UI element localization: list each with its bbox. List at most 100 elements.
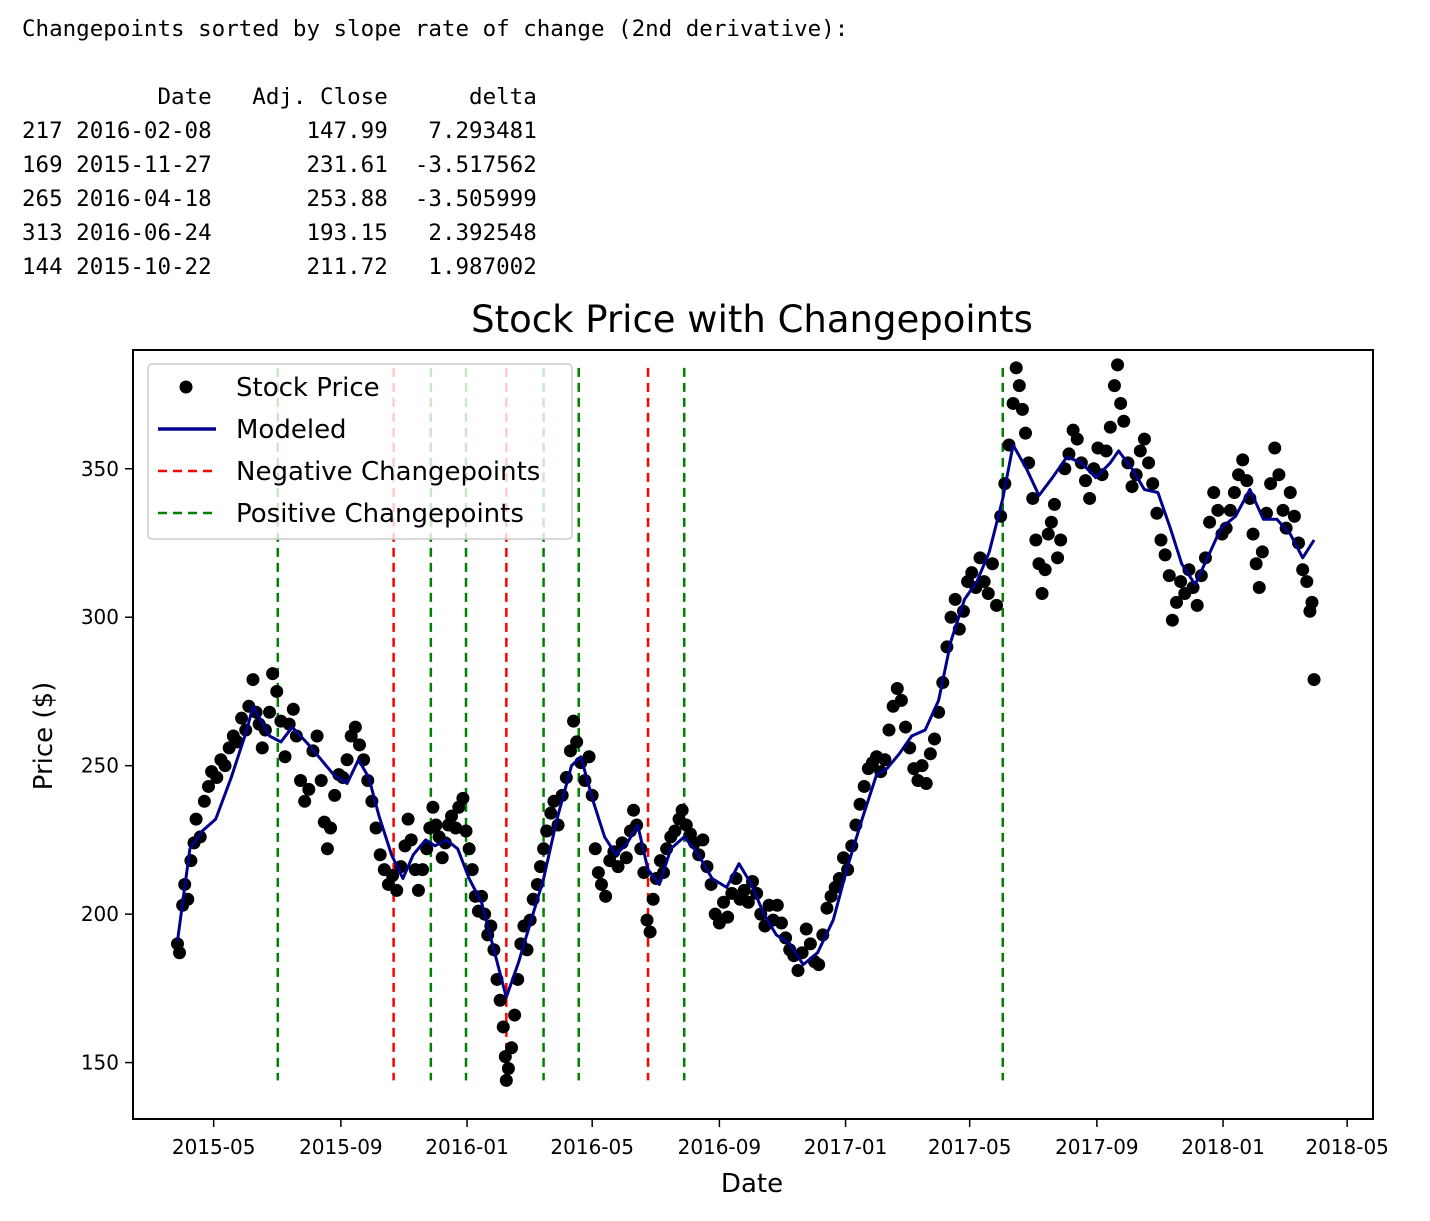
stock-price-points bbox=[170, 358, 1321, 1087]
table-column-header: Date bbox=[62, 84, 212, 110]
stock-price-point bbox=[890, 681, 904, 695]
table-cell: 265 bbox=[22, 186, 63, 212]
table-rows: 217 2016-02-08 147.99 7.293481 169 2015-1… bbox=[22, 114, 848, 284]
stock-price-point bbox=[1211, 503, 1225, 517]
stock-price-point bbox=[1026, 491, 1040, 505]
table-cell: 147.99 bbox=[211, 118, 388, 144]
x-axis: 2015-05 2015-09 2016-01 2016-05 2016-09 2017-… bbox=[172, 1119, 1389, 1159]
stock-price-point bbox=[1029, 533, 1043, 547]
table-row: 169 2015-11-27 231.61 -3.517562 bbox=[22, 148, 848, 182]
stock-price-point bbox=[270, 684, 284, 698]
stock-price-point bbox=[737, 883, 751, 897]
stock-price-point bbox=[779, 931, 793, 945]
stock-price-point bbox=[302, 782, 316, 796]
stock-price-point bbox=[799, 922, 813, 936]
stock-price-point bbox=[1174, 575, 1188, 589]
stock-price-point bbox=[255, 741, 269, 755]
stock-price-point bbox=[1019, 426, 1033, 440]
stock-price-point bbox=[1054, 533, 1068, 547]
y-tick-label: 150 bbox=[81, 1051, 119, 1075]
stock-price-point bbox=[899, 720, 913, 734]
table-cell: 253.88 bbox=[211, 186, 388, 212]
blank-line bbox=[22, 46, 848, 80]
legend-box bbox=[147, 363, 573, 540]
stock-price-point bbox=[944, 610, 958, 624]
stock-price-point bbox=[210, 771, 224, 785]
output-heading: Changepoints sorted by slope rate of cha… bbox=[22, 16, 849, 42]
stock-price-point bbox=[1146, 477, 1160, 491]
stock-price-point bbox=[1255, 545, 1269, 559]
stock-price-point bbox=[948, 592, 962, 606]
stock-price-point bbox=[591, 866, 605, 880]
stock-price-point bbox=[894, 693, 908, 707]
stock-price-point bbox=[386, 869, 400, 883]
stock-price-point bbox=[594, 877, 608, 891]
stock-price-point bbox=[266, 667, 280, 681]
stock-price-point bbox=[1227, 486, 1241, 500]
table-cell: 7.293481 bbox=[387, 118, 537, 144]
table-column-header: delta bbox=[387, 84, 537, 110]
stock-price-point bbox=[429, 818, 443, 832]
x-axis-label: Date bbox=[721, 1169, 783, 1199]
stock-price-point bbox=[1287, 509, 1301, 523]
changepoint-chart: Stock Price with Changepoints 2015-05 201… bbox=[29, 298, 1389, 1199]
stock-price-point bbox=[965, 566, 979, 580]
table-header: Date Adj. Close delta bbox=[22, 80, 848, 114]
stock-price-point bbox=[435, 851, 449, 865]
x-tick-label: 2015-09 bbox=[299, 1135, 383, 1159]
stock-price-point bbox=[445, 809, 459, 823]
legend: Stock Price Modeled Negative Changepoints P… bbox=[147, 363, 573, 540]
stock-price-point bbox=[741, 895, 755, 909]
stock-price-point bbox=[310, 729, 324, 743]
stock-price-point bbox=[567, 714, 581, 728]
stock-price-point bbox=[235, 711, 249, 725]
x-tick-label: 2016-01 bbox=[425, 1135, 509, 1159]
stock-price-point bbox=[1051, 551, 1065, 565]
stock-price-point bbox=[570, 735, 584, 749]
table-cell: 1.987002 bbox=[387, 254, 537, 280]
table-row: 265 2016-04-18 253.88 -3.505999 bbox=[22, 182, 848, 216]
stock-price-point bbox=[336, 771, 350, 785]
y-tick-label: 250 bbox=[81, 754, 119, 778]
stock-price-point bbox=[537, 842, 551, 856]
stock-price-point bbox=[298, 794, 312, 808]
y-axis-label: Price ($) bbox=[29, 682, 59, 791]
stock-price-point bbox=[499, 1073, 513, 1087]
stock-price-point bbox=[836, 851, 850, 865]
stock-price-point bbox=[1142, 456, 1156, 470]
table-row: 313 2016-06-24 193.15 2.392548 bbox=[22, 216, 848, 250]
stock-price-point bbox=[721, 910, 735, 924]
stock-price-point bbox=[1252, 581, 1266, 595]
stock-price-point bbox=[973, 551, 987, 565]
stock-price-point bbox=[404, 833, 418, 847]
stock-price-point bbox=[320, 842, 334, 856]
stock-price-point bbox=[1240, 474, 1254, 488]
stock-price-point bbox=[717, 895, 731, 909]
stock-price-point bbox=[653, 854, 667, 868]
cell-output: Changepoints sorted by slope rate of cha… bbox=[22, 12, 848, 284]
stock-price-point bbox=[1170, 595, 1184, 609]
stock-price-point bbox=[246, 673, 260, 687]
stock-price-point bbox=[340, 753, 354, 767]
stock-price-point bbox=[289, 729, 303, 743]
stock-price-point bbox=[420, 842, 434, 856]
x-tick-label: 2018-01 bbox=[1181, 1135, 1265, 1159]
stock-price-point bbox=[533, 860, 547, 874]
table-column-header bbox=[22, 84, 63, 110]
stock-price-point bbox=[173, 946, 187, 960]
stock-price-point bbox=[348, 720, 362, 734]
stock-price-point bbox=[646, 892, 660, 906]
stock-price-point bbox=[1095, 468, 1109, 482]
stock-price-point bbox=[588, 842, 602, 856]
stock-price-point bbox=[919, 776, 933, 790]
stock-price-point bbox=[401, 812, 415, 826]
stock-price-point bbox=[1006, 396, 1020, 410]
stock-price-point bbox=[582, 750, 596, 764]
legend-label: Modeled bbox=[236, 415, 347, 445]
stock-price-point bbox=[493, 993, 507, 1007]
stock-price-point bbox=[373, 848, 387, 862]
stock-price-point bbox=[1307, 673, 1321, 687]
x-tick-label: 2017-09 bbox=[1055, 1135, 1139, 1159]
table-cell: 2016-06-24 bbox=[62, 220, 212, 246]
stock-price-point bbox=[1300, 575, 1314, 589]
